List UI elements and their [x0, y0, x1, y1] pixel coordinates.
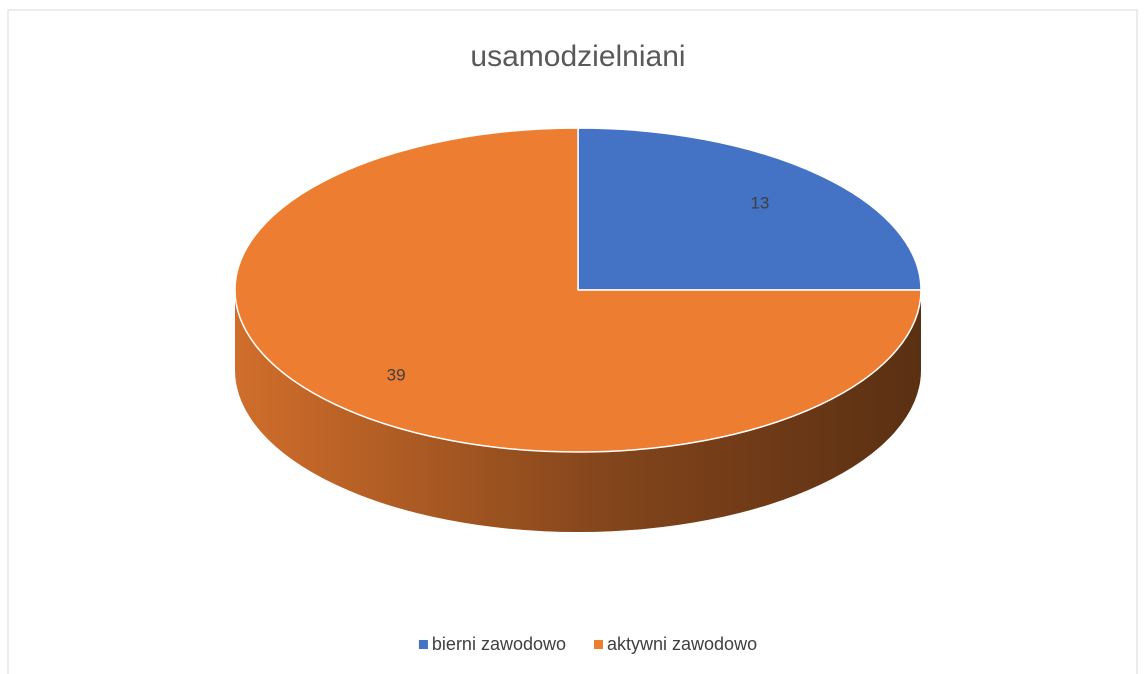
slice: [577, 127, 922, 291]
chart-title: usamodzielniani: [470, 40, 685, 73]
side-shade: [235, 290, 921, 532]
legend-label: bierni zawodowo: [432, 634, 566, 654]
chart-border: [7, 9, 1138, 674]
slice: [234, 127, 922, 453]
data-label: 39: [387, 365, 406, 384]
legend-swatch: [418, 640, 428, 649]
legend-swatch: [594, 640, 603, 649]
data-label: 13: [750, 194, 769, 213]
legend-label: aktywni zawodowo: [607, 634, 757, 654]
